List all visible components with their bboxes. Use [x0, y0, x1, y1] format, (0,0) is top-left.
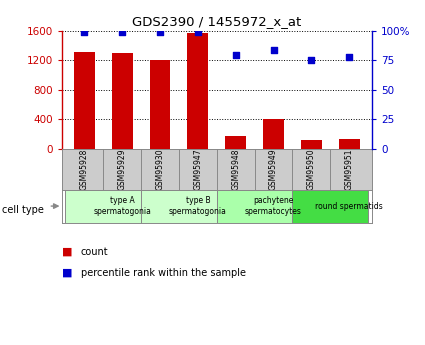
Bar [339, 139, 360, 148]
Text: round spermatids: round spermatids [315, 201, 383, 210]
Bar [263, 119, 284, 148]
Bar [112, 53, 133, 148]
Bar [217, 190, 292, 223]
Text: type A
spermatogonia: type A spermatogonia [93, 196, 151, 216]
Point [270, 47, 277, 52]
Bar [74, 52, 95, 148]
Title: GDS2390 / 1455972_x_at: GDS2390 / 1455972_x_at [132, 16, 301, 29]
Text: count: count [81, 247, 108, 257]
Bar [292, 190, 368, 223]
Point [232, 52, 239, 57]
Bar [301, 140, 322, 148]
Text: GSM95928: GSM95928 [80, 148, 89, 190]
Point [194, 29, 201, 35]
Point [119, 29, 125, 35]
Text: GSM95951: GSM95951 [345, 148, 354, 190]
Text: GSM95950: GSM95950 [307, 148, 316, 190]
Text: type B
spermatogonia: type B spermatogonia [169, 196, 227, 216]
Bar [141, 190, 217, 223]
Text: percentile rank within the sample: percentile rank within the sample [81, 268, 246, 277]
Point [156, 29, 163, 35]
Text: ■: ■ [62, 268, 72, 277]
Text: GSM95949: GSM95949 [269, 148, 278, 190]
Bar [65, 190, 141, 223]
Point [346, 54, 353, 60]
Bar [187, 33, 208, 148]
Bar [225, 136, 246, 148]
Point [308, 58, 315, 63]
Text: GSM95947: GSM95947 [193, 148, 202, 190]
Text: GSM95930: GSM95930 [156, 148, 164, 190]
Text: cell type: cell type [2, 206, 44, 215]
Bar [150, 60, 170, 148]
Text: pachytene
spermatocytes: pachytene spermatocytes [245, 196, 302, 216]
Text: GSM95929: GSM95929 [118, 148, 127, 190]
Text: GSM95948: GSM95948 [231, 148, 240, 190]
Point [81, 29, 88, 35]
Text: ■: ■ [62, 247, 72, 257]
